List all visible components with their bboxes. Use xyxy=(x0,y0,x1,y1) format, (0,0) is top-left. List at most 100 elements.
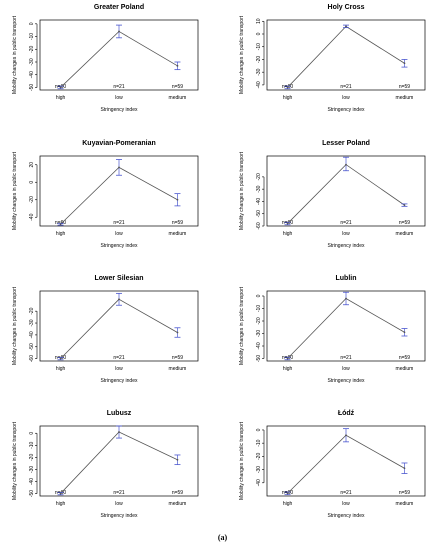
data-point xyxy=(345,434,347,437)
chart-title: Kuyavian-Pomeranian xyxy=(82,140,156,147)
sample-size-label: n=21 xyxy=(340,355,351,361)
data-point xyxy=(345,297,347,300)
y-axis-label: Mobility changes in public transport xyxy=(12,151,18,230)
data-point xyxy=(403,331,406,334)
y-tick-label: 0 xyxy=(256,294,262,297)
sample-size-label: n=21 xyxy=(340,220,351,226)
sample-size-label: n=21 xyxy=(340,84,351,90)
series-line xyxy=(60,30,178,88)
sample-size-label: n=21 xyxy=(340,490,351,496)
data-point xyxy=(176,198,179,201)
chart-title: Lublin xyxy=(336,275,357,282)
data-point xyxy=(59,86,62,89)
y-axis-label: Mobility changes in public transport xyxy=(239,286,245,365)
chart-title: Lower Silesian xyxy=(94,275,143,282)
y-tick-label: -50 xyxy=(29,490,35,497)
y-tick-label: -20 xyxy=(29,307,35,314)
chart-title: Holy Cross xyxy=(328,4,365,11)
sample-size-label: n=59 xyxy=(399,84,410,90)
x-tick-label: high xyxy=(283,501,293,507)
x-tick-label: medium xyxy=(396,501,414,507)
data-point xyxy=(118,30,120,33)
sample-size-label: n=59 xyxy=(172,490,183,496)
chart-lodz: Łódź -40 -30 -20 -10 0 Mobility changes in pub… xyxy=(239,410,426,519)
x-tick-label: low xyxy=(115,231,123,237)
data-point xyxy=(403,467,406,470)
y-tick-label: -40 xyxy=(29,331,35,338)
series-line xyxy=(60,431,178,494)
x-tick-label: high xyxy=(56,95,66,101)
y-tick-label: -20 xyxy=(29,196,35,203)
chart-lublin: Lublin -50 -40 -30 -20 -10 0 Mobility changes i… xyxy=(239,275,426,384)
y-tick-label: 20 xyxy=(29,162,35,168)
x-tick-label: high xyxy=(283,366,293,372)
x-tick-label: low xyxy=(342,95,350,101)
y-tick-label: 10 xyxy=(256,18,262,24)
y-tick-label: -10 xyxy=(29,441,35,448)
x-tick-label: medium xyxy=(396,366,414,372)
series-line xyxy=(60,298,178,359)
x-axis-label: Stringency index xyxy=(328,378,365,384)
y-tick-label: -40 xyxy=(29,71,35,78)
x-tick-label: low xyxy=(115,95,123,101)
x-tick-label: medium xyxy=(396,95,414,101)
y-tick-label: -50 xyxy=(256,355,262,362)
y-tick-label: -50 xyxy=(29,84,35,91)
x-axis-label: Stringency index xyxy=(328,107,365,113)
y-tick-label: 0 xyxy=(29,432,35,435)
y-tick-label: -30 xyxy=(256,68,262,75)
data-point xyxy=(59,223,62,226)
data-point xyxy=(59,492,62,495)
series-line xyxy=(60,166,178,225)
y-axis-label: Mobility changes in public transport xyxy=(12,15,18,94)
y-tick-label: -40 xyxy=(256,479,262,486)
x-axis-label: Stringency index xyxy=(328,513,365,519)
series-line xyxy=(287,25,405,88)
y-axis-label: Mobility changes in public transport xyxy=(239,151,245,230)
y-axis-label: Mobility changes in public transport xyxy=(12,286,18,365)
x-tick-label: medium xyxy=(396,231,414,237)
y-tick-label: -20 xyxy=(29,454,35,461)
sample-size-label: n=21 xyxy=(113,490,124,496)
y-tick-label: -30 xyxy=(29,319,35,326)
x-tick-label: low xyxy=(342,501,350,507)
chart-title: Łódź xyxy=(338,410,355,417)
y-tick-label: -50 xyxy=(29,343,35,350)
figure-caption: (a) xyxy=(217,533,228,542)
x-tick-label: high xyxy=(56,366,66,372)
plot-frame xyxy=(266,290,426,362)
sample-size-label: n=59 xyxy=(399,490,410,496)
y-tick-label: -10 xyxy=(256,305,262,312)
x-tick-label: high xyxy=(283,231,293,237)
y-tick-label: -30 xyxy=(256,185,262,192)
y-tick-label: 0 xyxy=(29,181,35,184)
x-tick-label: medium xyxy=(169,501,187,507)
plot-frame xyxy=(39,19,199,91)
y-tick-label: -20 xyxy=(256,453,262,460)
chart-lesser-poland: Lesser Poland -60 -50 -40 -30 -20 Mobility cha… xyxy=(239,140,426,249)
y-tick-label: -10 xyxy=(256,43,262,50)
chart-title: Greater Poland xyxy=(94,4,144,11)
x-tick-label: medium xyxy=(169,366,187,372)
chart-holy-cross: Holy Cross -40 -30 -20 -10 0 10 Mobility change… xyxy=(239,4,426,113)
y-tick-label: -30 xyxy=(256,466,262,473)
x-axis-label: Stringency index xyxy=(101,243,138,249)
y-tick-label: -30 xyxy=(256,330,262,337)
data-point xyxy=(286,492,289,495)
data-point xyxy=(286,357,289,360)
plot-frame xyxy=(266,19,426,91)
x-tick-label: high xyxy=(283,95,293,101)
x-tick-label: low xyxy=(342,366,350,372)
chart-lubusz: Lubusz -50 -40 -30 -20 -10 0 Mobility changes i… xyxy=(12,410,199,519)
sample-size-label: n=21 xyxy=(113,84,124,90)
data-point xyxy=(118,431,120,433)
y-axis-label: Mobility changes in public transport xyxy=(239,421,245,500)
y-tick-label: -20 xyxy=(256,173,262,180)
data-point xyxy=(345,163,347,166)
x-tick-label: low xyxy=(115,366,123,372)
x-tick-label: high xyxy=(56,501,66,507)
plot-frame xyxy=(39,155,199,227)
x-tick-label: high xyxy=(56,231,66,237)
series-line xyxy=(287,434,405,494)
x-axis-label: Stringency index xyxy=(101,107,138,113)
